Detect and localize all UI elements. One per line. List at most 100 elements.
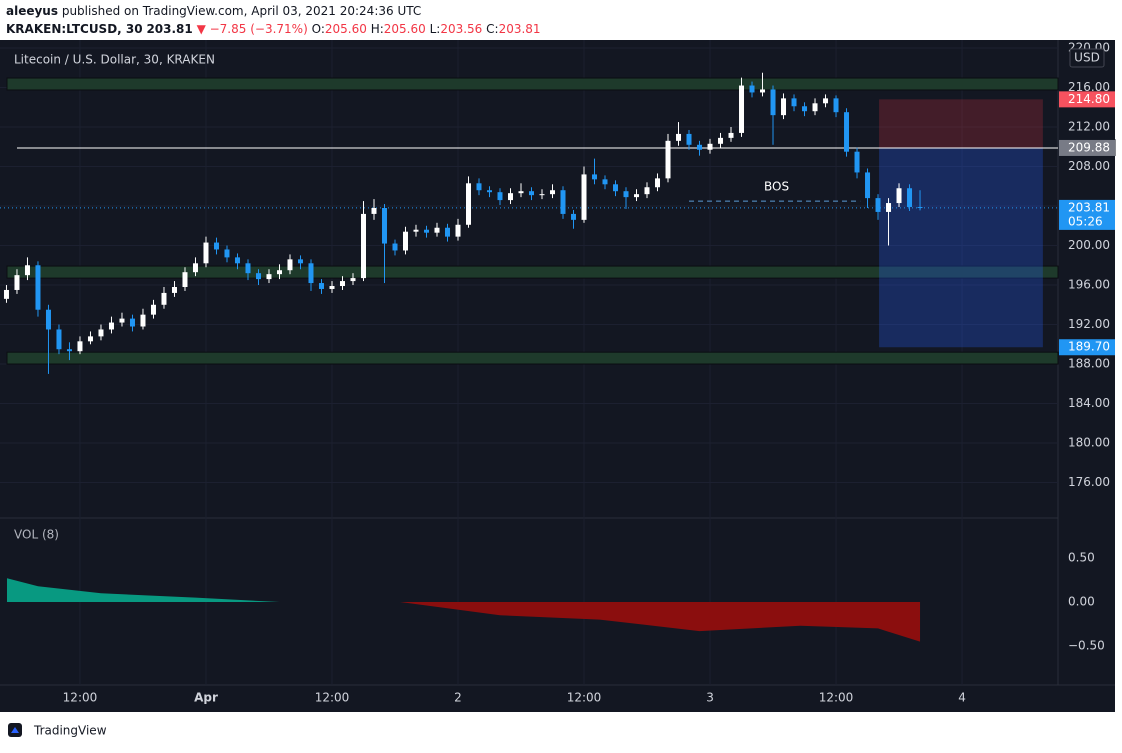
candle-body [360, 213, 366, 279]
candle-body [297, 259, 303, 264]
candle-body [98, 329, 104, 337]
candle-body [613, 184, 619, 192]
candle-body [150, 304, 156, 315]
candle-body [844, 112, 850, 152]
price-label: 214.80 [1068, 92, 1110, 106]
x-tick-label: Apr [194, 691, 218, 705]
change: ▼ −7.85 (−3.71%) [197, 22, 308, 36]
candle-body [760, 89, 766, 93]
candle-body [907, 188, 913, 208]
legend-title: Litecoin / U.S. Dollar, 30, KRAKEN [14, 53, 215, 67]
candle-body [896, 188, 902, 204]
price-label-countdown: 05:26 [1068, 214, 1103, 228]
candle-body [171, 286, 177, 293]
candle-body [129, 318, 135, 327]
candle-body [634, 194, 640, 198]
candle-body [497, 192, 503, 201]
candle-body [770, 89, 776, 116]
candle-body [623, 191, 629, 198]
price-label-box [1059, 199, 1115, 230]
candle-body [66, 349, 72, 352]
candle-body [455, 224, 461, 237]
candle-body [213, 242, 219, 250]
y-tick-label: 196.00 [1068, 278, 1110, 292]
ohlc-key: L: [430, 22, 441, 36]
position-stop [879, 99, 1043, 148]
candle-body [718, 137, 724, 144]
candle-body [886, 203, 892, 212]
candle-body [518, 191, 524, 194]
symbol: KRAKEN:LTCUSD, 30 [6, 22, 143, 36]
volume-area [7, 578, 921, 642]
zone [6, 351, 1059, 365]
candle-body [318, 283, 324, 289]
candle-body [402, 231, 408, 251]
candle-body [560, 190, 566, 214]
candle-body [465, 183, 471, 225]
price-label-box [1059, 139, 1115, 156]
candle-body [581, 174, 587, 220]
candle-body [77, 341, 83, 352]
candle-body [3, 289, 9, 299]
x-tick-label: 12:00 [819, 691, 854, 705]
candle-body [697, 144, 703, 150]
candle-body [476, 183, 482, 191]
candle-body [655, 178, 661, 188]
candle-body [749, 85, 755, 93]
candle-body [728, 132, 734, 138]
candle-body [539, 194, 545, 196]
candle-body [45, 309, 51, 330]
candle-body [739, 85, 745, 133]
candle-body [24, 265, 30, 276]
x-tick-label: 12:00 [315, 691, 350, 705]
candle-body [802, 106, 808, 112]
candle-body [423, 229, 429, 233]
price-label: 203.81 [1068, 200, 1110, 214]
candle-body [14, 275, 20, 290]
candle-body [707, 143, 713, 150]
currency-box[interactable] [1069, 48, 1105, 68]
y-tick-label: 0.00 [1068, 595, 1095, 609]
candle-body [917, 207, 923, 209]
price-label: 189.70 [1068, 340, 1110, 354]
candle-body [833, 98, 839, 113]
candle-body [392, 243, 398, 251]
candle-body [87, 336, 93, 342]
candle-body [823, 98, 829, 104]
candle-body [140, 314, 146, 327]
y-tick-label: 200.00 [1068, 238, 1110, 252]
y-tick-label: 180.00 [1068, 436, 1110, 450]
currency: USD [1074, 51, 1100, 65]
last-price: 203.81 [146, 22, 192, 36]
candle-body [812, 103, 818, 112]
candle-body [413, 229, 419, 232]
candle-body [781, 98, 787, 116]
candle-body [308, 263, 314, 284]
ohlc-value: 205.60 [384, 22, 426, 36]
candle-body [529, 191, 535, 196]
candle-body [791, 98, 797, 107]
ohlc-line: KRAKEN:LTCUSD, 30 203.81 ▼ −7.85 (−3.71%… [6, 22, 541, 36]
candle-body [665, 140, 671, 179]
candle-body [571, 213, 577, 220]
candle-body [444, 227, 450, 237]
candle-body [865, 172, 871, 199]
y-tick-label: 212.00 [1068, 120, 1110, 134]
x-tick-label: 12:00 [63, 691, 98, 705]
candle-body [119, 318, 125, 323]
y-tick-label: 184.00 [1068, 396, 1110, 410]
x-tick-label: 12:00 [567, 691, 602, 705]
price-label-box [1059, 91, 1115, 108]
candle-body [287, 259, 293, 271]
candle-body [381, 207, 387, 244]
candle-body [508, 193, 514, 201]
price-label: 209.88 [1068, 140, 1110, 154]
candle-body [192, 263, 198, 273]
ohlc-value: 203.56 [440, 22, 482, 36]
annotation-text: BOS [764, 180, 789, 194]
volume-title: VOL (8) [14, 528, 59, 542]
candle-body [203, 242, 209, 264]
ohlc-key: H: [371, 22, 384, 36]
watermark: TradingView [33, 724, 107, 738]
